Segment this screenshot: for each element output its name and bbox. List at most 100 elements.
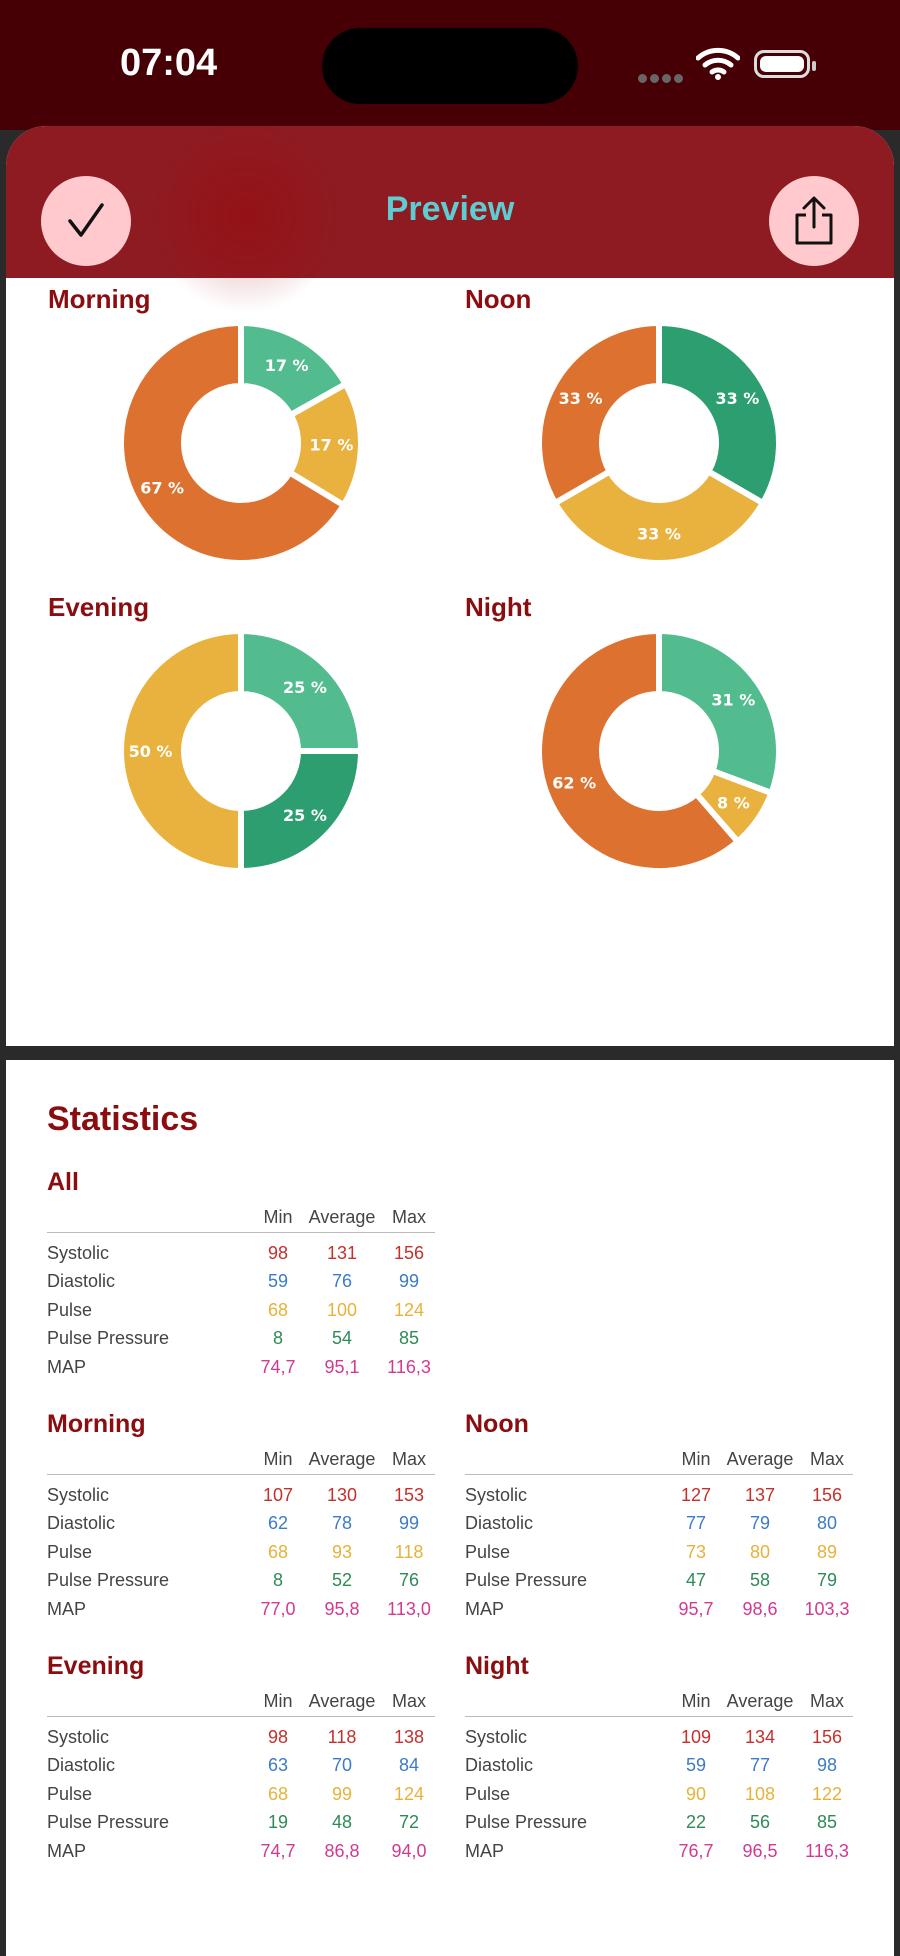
stat-value: 86,8: [324, 1840, 360, 1861]
donut-slice: [238, 628, 364, 754]
stat-value: 76: [331, 1271, 353, 1292]
stat-value: 116,3: [387, 1356, 431, 1377]
section-title-night: Night: [465, 1652, 529, 1680]
section-title-noon: Noon: [465, 1410, 529, 1438]
stats-header-row: Min Average Max: [465, 1444, 853, 1475]
donut-slice: [552, 468, 766, 566]
status-time: 07:04: [120, 42, 218, 84]
stats-table-evening: Min Average Max Systolic 98 118 138 Diastolic 63…: [47, 1686, 435, 1866]
stats-row-pulse-pressure: Pulse Pressure 19 48 72: [47, 1809, 435, 1838]
stat-value: 137: [744, 1484, 776, 1505]
row-label: Pulse: [47, 1299, 93, 1320]
header-empty: [47, 1202, 255, 1233]
stat-value: 59: [267, 1271, 289, 1292]
share-button[interactable]: [769, 176, 859, 266]
chart-title-night: Night: [465, 592, 532, 622]
stat-value: 72: [398, 1812, 420, 1833]
slice-label: 25 %: [283, 806, 327, 825]
stat-value: 100: [326, 1299, 358, 1320]
row-label: Systolic: [47, 1726, 110, 1747]
stat-value: 156: [811, 1726, 843, 1747]
donut-slice: [536, 320, 662, 506]
donut-slice: [536, 628, 741, 874]
column-header: Max: [383, 1202, 435, 1233]
donut-chart-night: 31 % 8 % 62 %: [536, 628, 782, 874]
row-label: Systolic: [47, 1242, 110, 1263]
row-label: Diastolic: [47, 1271, 116, 1292]
stat-value: 99: [331, 1783, 353, 1804]
column-header: Min: [673, 1686, 719, 1717]
stat-value: 74,7: [260, 1356, 296, 1377]
donut-slice: [118, 320, 347, 566]
row-label: Pulse: [47, 1541, 93, 1562]
stats-row-systolic: Systolic 107 130 153: [47, 1475, 435, 1510]
stat-value: 96,5: [742, 1840, 778, 1861]
stats-row-systolic: Systolic 98 131 156: [47, 1233, 435, 1268]
stat-value: 90: [685, 1783, 707, 1804]
stats-row-systolic: Systolic 127 137 156: [465, 1475, 853, 1510]
stat-value: 58: [749, 1570, 771, 1591]
stats-header-row: Min Average Max: [47, 1444, 435, 1475]
stats-row-pulse: Pulse 68 100 124: [47, 1296, 435, 1325]
stat-value: 124: [393, 1299, 425, 1320]
stats-row-pulse-pressure: Pulse Pressure 8 54 85: [47, 1325, 435, 1354]
stat-value: 47: [685, 1570, 707, 1591]
stats-row-diastolic: Diastolic 77 79 80: [465, 1510, 853, 1539]
slice-label: 17 %: [265, 356, 309, 375]
donut-chart-evening: 25 % 25 % 50 %: [118, 628, 364, 874]
wifi-icon: [696, 47, 740, 80]
stat-value: 118: [394, 1541, 424, 1562]
done-button[interactable]: [41, 176, 131, 266]
stat-value: 130: [326, 1484, 358, 1505]
row-label: Systolic: [47, 1484, 110, 1505]
slice-label: 67 %: [140, 478, 184, 497]
stat-value: 73: [685, 1541, 707, 1562]
stats-row-pulse-pressure: Pulse Pressure 47 58 79: [465, 1567, 853, 1596]
stat-value: 127: [680, 1484, 712, 1505]
section-title-evening: Evening: [47, 1652, 145, 1680]
stats-table-noon: Min Average Max Systolic 127 137 156 Diastolic 7…: [465, 1444, 853, 1624]
stats-row-systolic: Systolic 109 134 156: [465, 1717, 853, 1752]
stat-value: 109: [680, 1726, 712, 1747]
checkmark-icon: [68, 203, 104, 237]
row-label: Pulse Pressure: [465, 1570, 588, 1591]
stat-value: 56: [749, 1812, 771, 1833]
stats-row-pulse-pressure: Pulse Pressure 22 56 85: [465, 1809, 853, 1838]
stat-value: 95,7: [678, 1598, 714, 1619]
column-header: Average: [301, 1202, 383, 1233]
column-header: Average: [719, 1444, 801, 1475]
stat-value: 95,1: [324, 1356, 360, 1377]
row-label: Systolic: [465, 1484, 528, 1505]
column-header: Average: [719, 1686, 801, 1717]
nav-bar: Preview: [6, 126, 894, 316]
stat-value: 62: [267, 1513, 289, 1534]
status-bar: 07:04: [0, 0, 900, 130]
battery-icon: [754, 50, 816, 78]
donut-chart-morning: 17 % 17 % 67 %: [118, 320, 364, 566]
stat-value: 54: [331, 1328, 353, 1349]
stats-header-row: Min Average Max: [47, 1686, 435, 1717]
stat-value: 80: [749, 1541, 771, 1562]
column-header: Max: [383, 1686, 435, 1717]
stat-value: 80: [816, 1513, 838, 1534]
stat-value: 94,0: [391, 1840, 427, 1861]
slice-label: 33 %: [715, 389, 759, 408]
stats-row-diastolic: Diastolic 62 78 99: [47, 1510, 435, 1539]
row-label: Pulse Pressure: [47, 1570, 170, 1591]
row-label: MAP: [465, 1598, 505, 1619]
slice-label: 31 %: [711, 690, 755, 709]
header-empty: [47, 1444, 255, 1475]
stat-value: 77,0: [260, 1598, 296, 1619]
stat-value: 103,3: [804, 1598, 850, 1619]
stats-row-pulse: Pulse 73 80 89: [465, 1538, 853, 1567]
stat-value: 52: [331, 1570, 353, 1591]
row-label: Systolic: [465, 1726, 528, 1747]
stat-value: 98: [816, 1755, 838, 1776]
stats-row-pulse-pressure: Pulse Pressure 8 52 76: [47, 1567, 435, 1596]
stat-value: 116,3: [805, 1840, 849, 1861]
dynamic-island: [322, 28, 578, 104]
column-header: Average: [301, 1444, 383, 1475]
chart-title-morning: Morning: [48, 284, 151, 314]
stat-value: 138: [393, 1726, 425, 1747]
header-empty: [465, 1686, 673, 1717]
